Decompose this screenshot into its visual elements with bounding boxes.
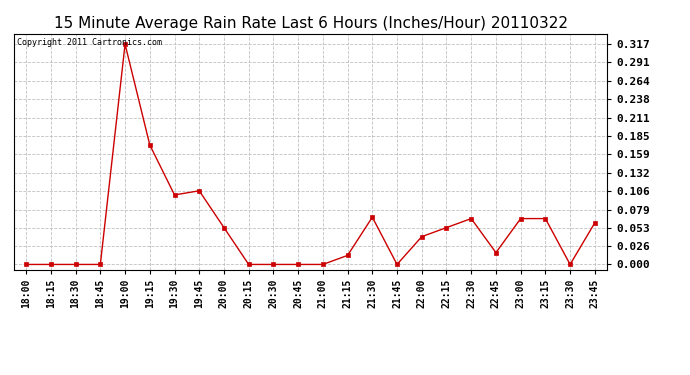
- Title: 15 Minute Average Rain Rate Last 6 Hours (Inches/Hour) 20110322: 15 Minute Average Rain Rate Last 6 Hours…: [54, 16, 567, 31]
- Text: Copyright 2011 Cartronics.com: Copyright 2011 Cartronics.com: [17, 39, 161, 48]
